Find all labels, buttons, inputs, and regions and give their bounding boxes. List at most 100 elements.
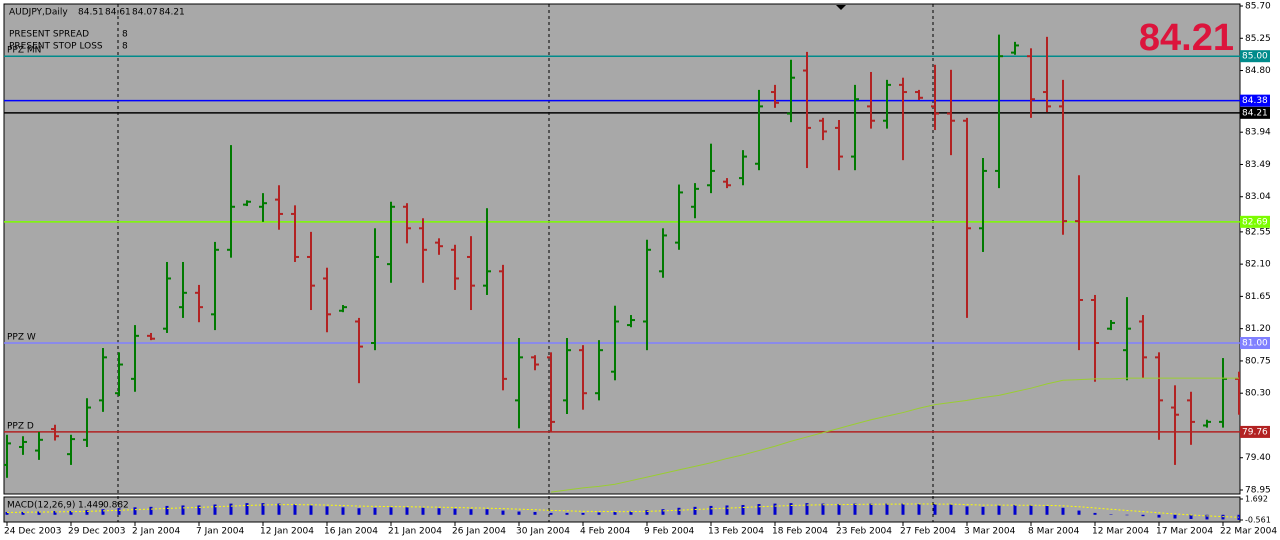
macd-bar [565, 512, 569, 515]
moving-average [550, 377, 1239, 493]
macd-bar [485, 509, 489, 515]
y-tick-label: 81.65 [1245, 292, 1271, 302]
x-tick-label: 24 Dec 2003 [4, 527, 62, 537]
macd-bar [757, 504, 761, 515]
macd-bar [1141, 514, 1145, 517]
macd-bar [261, 503, 265, 515]
symbol: AUDJPY,Daily [9, 8, 68, 18]
macd-bar [245, 503, 249, 515]
level-tag-label: 81.00 [1242, 339, 1268, 349]
macd-bar [197, 505, 201, 515]
x-tick-label: 22 Mar 2004 [1220, 527, 1277, 537]
level-tag-label: 79.76 [1242, 427, 1268, 437]
quote-value: 84.07 [132, 8, 158, 18]
bars [4, 34, 1240, 493]
period-separators [117, 4, 934, 522]
x-tick-label: 21 Jan 2004 [388, 527, 442, 537]
macd-bar [1189, 514, 1193, 519]
macd-bar [629, 511, 633, 515]
macd-bar [1045, 505, 1049, 515]
level-tag [1240, 337, 1270, 350]
macd-bar [69, 511, 73, 515]
y-tick-label: 82.55 [1245, 227, 1271, 237]
axes: 85.70 85.25 84.80 83.94 83.49 83.04 82.55 82.10… [4, 2, 1277, 537]
levels: PPZ MN 85.00 84.38 84.21 82.69 PPZ W 81.00 PPZ … [4, 46, 1270, 438]
x-tick-label: 8 Mar 2004 [1028, 527, 1080, 537]
macd-bar [981, 506, 985, 515]
x-tick-label: 18 Feb 2004 [772, 527, 828, 537]
macd-bar [133, 507, 137, 515]
macd-label: MACD(12,26,9) [7, 501, 75, 511]
y-tick-label: 80.75 [1245, 356, 1271, 366]
macd-bar [181, 505, 185, 515]
macd-bar [1205, 514, 1209, 520]
level-tag [1240, 94, 1270, 107]
info-label: PRESENT SPREAD [9, 30, 89, 40]
y-tick-label: 85.70 [1245, 2, 1271, 12]
macd-tick-label: 1.692 [1245, 495, 1268, 504]
level-tag [1240, 425, 1270, 438]
x-tick-label: 2 Jan 2004 [132, 527, 180, 537]
macd-bar [901, 503, 905, 515]
macd-bar [341, 507, 345, 515]
macd-bar [1077, 510, 1081, 515]
y-tick-label: 83.04 [1245, 192, 1271, 202]
macd-bar [165, 505, 169, 515]
quote: 84.51 84.61 84.07 84.21 [78, 8, 185, 18]
macd-bar [53, 511, 57, 515]
macd-bar [149, 506, 153, 515]
macd-bar [837, 504, 841, 515]
x-tick-label: 29 Dec 2003 [68, 527, 126, 537]
y-tick-label: 81.20 [1245, 324, 1271, 334]
y-tick-label: 78.95 [1245, 486, 1271, 496]
macd-bar [325, 506, 329, 515]
macd-bar [821, 503, 825, 515]
macd-bar [1061, 507, 1065, 515]
y-tick-label: 83.94 [1245, 128, 1271, 138]
quote-value: 84.61 [105, 8, 131, 18]
macd-bar [677, 507, 681, 515]
shift-marker [836, 5, 846, 10]
x-tick-label: 27 Feb 2004 [900, 527, 956, 537]
macd-bar [853, 503, 857, 515]
macd-bar [725, 505, 729, 515]
macd-bar [21, 511, 25, 515]
macd-bar [85, 510, 89, 515]
macd-bar [373, 507, 377, 515]
macd-bar [437, 508, 441, 515]
level-tag [1240, 106, 1270, 119]
level-tag-label: 84.38 [1242, 96, 1268, 106]
macd-bar [949, 504, 953, 515]
macd-bar [789, 503, 793, 515]
macd-bar [805, 503, 809, 515]
y-tick-label: 85.25 [1245, 34, 1271, 44]
x-tick-label: 30 Jan 2004 [516, 527, 570, 537]
level-tag-label: 84.21 [1242, 108, 1268, 118]
last-price: 84.21 [1139, 17, 1234, 59]
macd-bar [5, 511, 9, 515]
macd-bar [997, 505, 1001, 515]
info-value: 8 [122, 42, 128, 52]
x-tick-label: 4 Feb 2004 [580, 527, 631, 537]
macd-bar [117, 508, 121, 515]
x-tick-label: 7 Jan 2004 [196, 527, 244, 537]
x-tick-label: 9 Feb 2004 [644, 527, 695, 537]
y-tick-label: 82.10 [1245, 260, 1271, 270]
x-tick-label: 13 Feb 2004 [708, 527, 764, 537]
macd-bar [469, 509, 473, 515]
level-name: PPZ MN [7, 46, 41, 56]
macd-current: 1.449 [78, 501, 104, 511]
quote-value: 84.21 [159, 8, 185, 18]
info-value: 8 [122, 30, 128, 40]
macd-bar [101, 509, 105, 515]
macd-bar [405, 507, 409, 515]
x-tick-label: 12 Mar 2004 [1092, 527, 1149, 537]
macd-bar [229, 503, 233, 515]
macd-bar [741, 504, 745, 515]
macd-bar [917, 504, 921, 515]
macd-bar [309, 505, 313, 515]
info: PRESENT SPREAD 8 PRESENT STOP LOSS 8 [9, 30, 128, 52]
macd-bar [965, 506, 969, 515]
level-tag-label: 85.00 [1242, 52, 1268, 62]
